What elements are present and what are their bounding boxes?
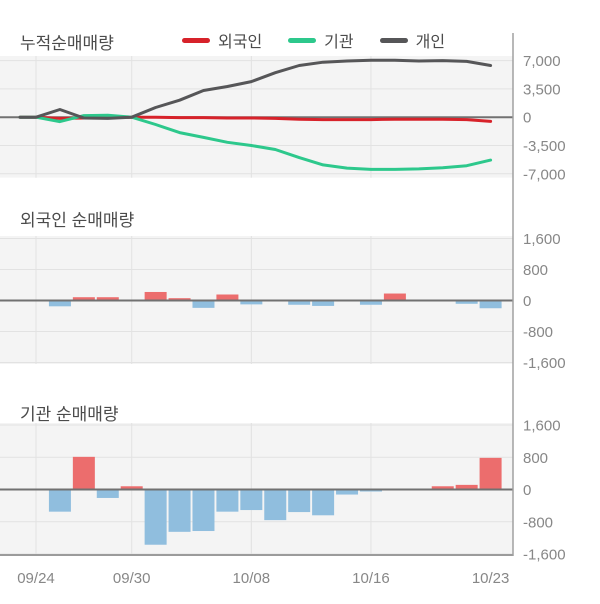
negative-bar <box>192 300 215 308</box>
series-line-individual_line <box>18 58 493 120</box>
legend-item-individual: 개인 <box>379 28 446 52</box>
negative-bar <box>455 300 478 304</box>
x-axis-tick-label: 10/23 <box>471 570 510 587</box>
negative-bar <box>312 300 335 306</box>
foreign-net-volume-title: 외국인 순매매량 <box>20 211 135 230</box>
legend-label-foreign: 외국인 <box>218 34 263 51</box>
institution-net-volume-title: 기관 순매매량 <box>20 405 119 424</box>
y-axis-tick-label: 0 <box>523 110 531 127</box>
negative-bar <box>216 489 239 512</box>
negative-bar <box>144 489 167 545</box>
positive-bar <box>383 293 406 301</box>
y-axis-tick-label: 7,000 <box>523 53 561 70</box>
x-axis-tick-label: 10/08 <box>232 570 271 587</box>
foreign-line-swatch-icon <box>182 37 210 43</box>
legend-label-individual: 개인 <box>415 34 446 51</box>
positive-bar <box>96 297 119 301</box>
y-axis-tick-label: 800 <box>523 450 548 467</box>
y-axis-tick-label: -800 <box>523 514 553 531</box>
y-axis-tick-label: -3,500 <box>523 138 566 155</box>
positive-bar <box>144 291 167 301</box>
series-line-institution_line <box>18 113 493 171</box>
negative-bar <box>288 489 311 513</box>
positive-bar <box>120 486 143 490</box>
negative-bar <box>336 489 359 495</box>
y-axis-tick-label: -1,600 <box>523 547 566 564</box>
y-axis-tick-label: 800 <box>523 262 548 279</box>
negative-bar <box>192 489 215 532</box>
positive-bar <box>72 456 95 490</box>
positive-bar <box>479 457 502 490</box>
negative-bar <box>48 300 71 307</box>
negative-bar <box>264 489 287 521</box>
positive-bar <box>216 294 239 301</box>
negative-bar <box>312 489 335 516</box>
negative-bar <box>240 300 263 305</box>
legend-label-institution: 기관 <box>324 34 354 51</box>
negative-bar <box>96 489 119 498</box>
x-axis-tick-label: 09/30 <box>112 570 151 587</box>
positive-bar <box>168 298 191 301</box>
x-axis-tick-label: 09/24 <box>17 570 55 587</box>
y-axis-tick-label: -1,600 <box>523 355 566 372</box>
institution-line-swatch-icon <box>288 37 317 43</box>
negative-bar <box>359 300 382 305</box>
negative-bar <box>359 489 382 492</box>
legend: 외국인 기관 개인 <box>182 28 445 52</box>
y-axis-tick-label: 3,500 <box>523 81 561 98</box>
x-axis-tick-label: 10/16 <box>352 570 390 587</box>
cumulative-net-volume-title: 누적순매매량 <box>20 34 114 53</box>
positive-bar <box>431 486 454 490</box>
negative-bar <box>288 300 311 305</box>
positive-bar <box>455 484 478 490</box>
legend-item-institution: 기관 <box>288 28 354 52</box>
negative-bar <box>168 489 191 532</box>
y-axis-tick-label: -7,000 <box>523 166 566 183</box>
negative-bar <box>48 489 71 512</box>
y-axis-tick-label: 0 <box>523 293 531 310</box>
legend-item-foreign: 외국인 <box>182 28 262 52</box>
y-axis-tick-label: 1,600 <box>523 231 561 248</box>
y-axis-tick-label: -800 <box>523 324 553 341</box>
y-axis-tick-label: 1,600 <box>523 418 561 435</box>
positive-bar <box>72 297 95 301</box>
negative-bar <box>479 300 502 309</box>
y-axis-tick-label: 0 <box>523 482 531 499</box>
individual-line-swatch-icon <box>379 37 408 43</box>
negative-bar <box>240 489 263 511</box>
